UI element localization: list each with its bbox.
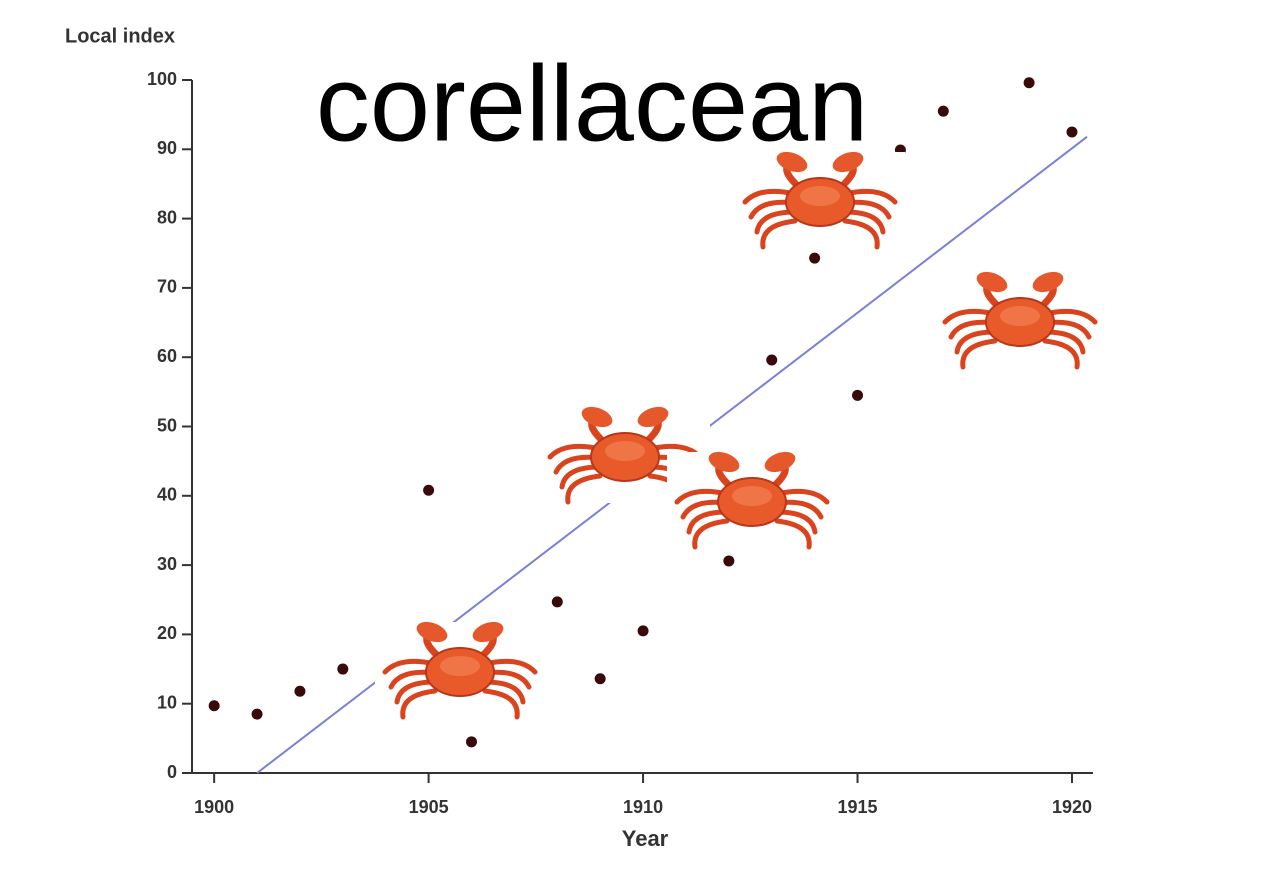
crab-leg bbox=[842, 218, 880, 250]
data-point bbox=[852, 389, 864, 401]
data-point bbox=[251, 708, 263, 720]
crab-shine bbox=[605, 441, 645, 461]
crab-claw bbox=[776, 151, 808, 173]
y-tick-label: 10 bbox=[157, 692, 177, 712]
crab-claw bbox=[1032, 271, 1064, 293]
x-tick-label: 1915 bbox=[838, 797, 878, 817]
x-tick-label: 1905 bbox=[409, 797, 449, 817]
crab-leg bbox=[774, 518, 812, 550]
crab-claw bbox=[581, 406, 613, 428]
data-point bbox=[766, 354, 778, 366]
data-point bbox=[594, 673, 606, 685]
y-tick-label: 40 bbox=[157, 485, 177, 505]
x-axis-label: Year bbox=[622, 826, 669, 851]
crab-image bbox=[667, 451, 837, 550]
data-point bbox=[809, 252, 821, 264]
y-tick-label: 90 bbox=[157, 138, 177, 158]
crab-leg bbox=[760, 218, 798, 250]
crab-leg bbox=[482, 688, 520, 720]
data-point bbox=[1023, 77, 1035, 89]
crab-image bbox=[735, 151, 905, 250]
y-tick-label: 100 bbox=[147, 69, 177, 89]
crab-leg bbox=[400, 688, 438, 720]
data-point bbox=[423, 484, 435, 496]
data-point bbox=[551, 596, 563, 608]
crab-image bbox=[375, 621, 545, 720]
crab-leg bbox=[1042, 338, 1080, 370]
y-tick-label: 80 bbox=[157, 207, 177, 227]
crab-claw bbox=[764, 451, 796, 473]
data-point bbox=[337, 663, 349, 675]
data-point bbox=[294, 685, 306, 697]
crab-leg bbox=[565, 473, 603, 505]
crab-claw bbox=[976, 271, 1008, 293]
annotation: corellacean bbox=[316, 43, 868, 164]
x-tick-label: 1900 bbox=[194, 797, 234, 817]
crab-claw bbox=[708, 451, 740, 473]
crab-shine bbox=[440, 656, 480, 676]
y-axis-label: Local index bbox=[65, 25, 175, 47]
crab-claw bbox=[472, 621, 504, 643]
data-point bbox=[937, 105, 949, 117]
crab-leg bbox=[692, 518, 730, 550]
crab-claw bbox=[416, 621, 448, 643]
data-point bbox=[637, 625, 649, 637]
crab-claw bbox=[832, 151, 864, 173]
data-point bbox=[466, 736, 478, 748]
y-tick-label: 70 bbox=[157, 277, 177, 297]
data-point bbox=[208, 700, 220, 712]
crab-shine bbox=[732, 486, 772, 506]
crab-shine bbox=[1000, 306, 1040, 326]
y-tick-label: 20 bbox=[157, 623, 177, 643]
x-tick-label: 1910 bbox=[623, 797, 663, 817]
y-tick-label: 0 bbox=[167, 762, 177, 782]
crab-image bbox=[935, 271, 1105, 370]
x-tick-label: 1920 bbox=[1052, 797, 1092, 817]
y-tick-label: 50 bbox=[157, 415, 177, 435]
crab-shine bbox=[800, 186, 840, 206]
crab-leg bbox=[960, 338, 998, 370]
data-point bbox=[723, 555, 735, 567]
data-point bbox=[1066, 126, 1078, 138]
crab-claw bbox=[637, 406, 669, 428]
y-tick-label: 30 bbox=[157, 554, 177, 574]
y-tick-label: 60 bbox=[157, 346, 177, 366]
